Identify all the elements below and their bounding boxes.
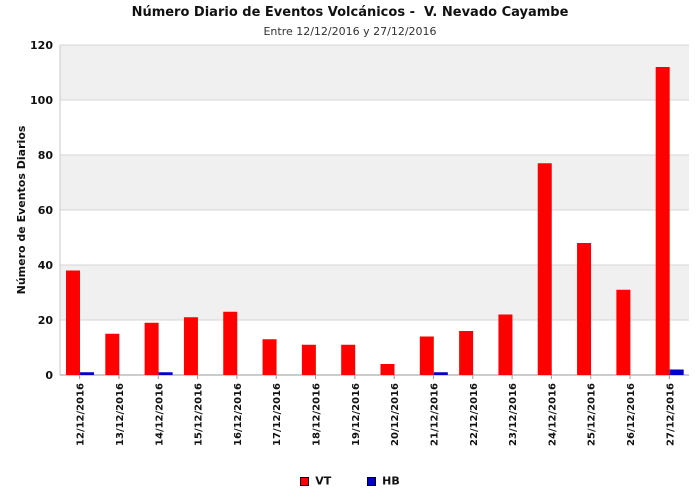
- plot-band: [60, 155, 689, 210]
- legend: VT HB: [0, 474, 700, 488]
- y-axis-title: Número de Eventos Diarios: [15, 125, 28, 294]
- bar-vt: [616, 289, 631, 375]
- y-tick-label: 60: [38, 204, 54, 217]
- bar-vt: [223, 311, 238, 375]
- bar-hb: [158, 372, 173, 375]
- x-tick-label: 18/12/2016: [312, 383, 323, 446]
- plot-band: [60, 45, 689, 100]
- y-tick-label: 100: [30, 94, 53, 107]
- x-tick-label: 17/12/2016: [272, 383, 283, 446]
- x-tick-label: 26/12/2016: [626, 383, 637, 446]
- bar-vt: [655, 67, 670, 375]
- bar-vt: [419, 336, 434, 375]
- x-tick-label: 22/12/2016: [469, 383, 480, 446]
- bar-vt: [380, 364, 395, 375]
- legend-item-vt: VT: [300, 474, 331, 488]
- y-tick-label: 0: [45, 369, 53, 382]
- chart-subtitle: Entre 12/12/2016 y 27/12/2016: [263, 25, 437, 38]
- legend-swatch-vt: [300, 476, 310, 486]
- bar-vt: [301, 344, 316, 375]
- legend-label-vt: VT: [315, 474, 332, 488]
- x-tick-label: 14/12/2016: [154, 383, 165, 446]
- x-tick-label: 21/12/2016: [429, 383, 440, 446]
- plot-band: [60, 210, 689, 265]
- bar-vt: [66, 270, 80, 375]
- x-tick-label: 15/12/2016: [194, 383, 205, 446]
- x-tick-label: 24/12/2016: [547, 383, 558, 446]
- y-tick-label: 80: [38, 149, 54, 162]
- x-tick-label: 25/12/2016: [587, 383, 598, 446]
- bar-vt: [341, 344, 356, 375]
- bar-vt: [105, 333, 120, 375]
- x-tick-label: 12/12/2016: [76, 383, 87, 446]
- bar-vt: [144, 322, 159, 375]
- chart-title: Número Diario de Eventos Volcánicos - V.…: [131, 5, 569, 20]
- x-tick-label: 27/12/2016: [665, 383, 676, 446]
- bar-hb: [433, 372, 448, 375]
- bar-hb: [80, 372, 94, 375]
- x-tick-label: 19/12/2016: [351, 383, 362, 446]
- bar-vt: [183, 317, 198, 375]
- y-tick-label: 120: [30, 39, 53, 52]
- bar-vt: [577, 243, 592, 375]
- bar-vt: [498, 314, 513, 375]
- x-tick-label: 23/12/2016: [508, 383, 519, 446]
- x-tick-label: 16/12/2016: [233, 383, 244, 446]
- x-tick-label: 13/12/2016: [115, 383, 126, 446]
- plot-band: [60, 265, 689, 320]
- y-tick-label: 40: [38, 259, 54, 272]
- legend-item-hb: HB: [367, 474, 400, 488]
- bar-chart: 0 20 40 60 80 100 120 Número de Eventos Diarios…: [15, 39, 689, 446]
- bar-vt: [262, 339, 277, 375]
- bar-vt: [537, 163, 552, 375]
- x-tick-label: 20/12/2016: [390, 383, 401, 446]
- bar-vt: [459, 331, 474, 375]
- legend-swatch-hb: [367, 476, 377, 486]
- bar-hb: [669, 369, 684, 375]
- legend-label-hb: HB: [382, 474, 400, 488]
- y-tick-label: 20: [38, 314, 54, 327]
- plot-band: [60, 100, 689, 155]
